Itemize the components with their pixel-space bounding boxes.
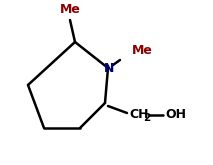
Text: CH: CH [129,109,148,121]
Text: Me: Me [132,44,153,56]
Text: OH: OH [165,109,186,121]
Text: N: N [104,63,114,76]
Text: 2: 2 [143,113,150,123]
Text: Me: Me [60,3,81,16]
